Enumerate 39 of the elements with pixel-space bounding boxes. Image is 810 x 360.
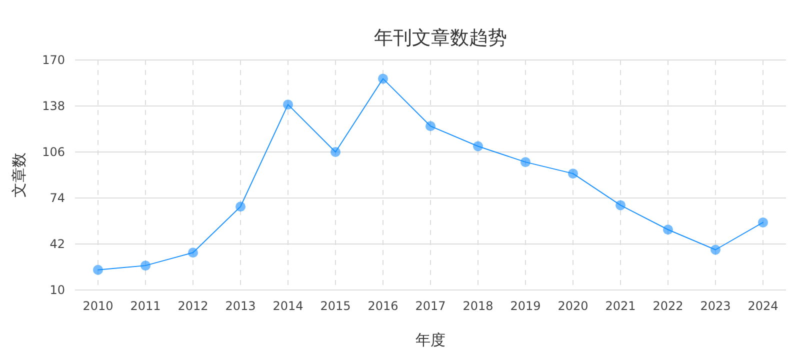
point (140, 260, 150, 271)
x-tick-label: 2013 (225, 299, 256, 313)
point (330, 147, 340, 157)
x-tick-label: 2018 (462, 299, 494, 313)
y-tick-label: 42 (50, 237, 65, 251)
x-tick-label: 2020 (558, 299, 588, 313)
point (378, 74, 388, 84)
x-tick-label: 2012 (178, 299, 208, 313)
x-tick-label: 2010 (82, 299, 114, 313)
point (236, 202, 246, 212)
y-tick-label: 106 (42, 145, 65, 159)
x-axis-title: 年度 (416, 331, 446, 349)
y-tick-label: 138 (42, 99, 65, 113)
point (473, 141, 483, 152)
x-tick-label: 2011 (130, 299, 161, 313)
chart-title: 年刊文章数趋势 (374, 27, 507, 49)
point (568, 168, 578, 179)
x-tick-label: 2019 (510, 299, 541, 313)
y-tick-label: 10 (50, 283, 65, 297)
x-tick-label: 2016 (368, 299, 398, 313)
point (426, 121, 436, 132)
point (93, 264, 103, 275)
x-tick-label: 2021 (605, 299, 636, 313)
x-tick-label: 2022 (652, 299, 684, 313)
x-tick-label: 2015 (320, 299, 351, 313)
x-tick-label: 2017 (415, 299, 446, 313)
point (710, 244, 720, 255)
y-tick-label: 74 (50, 191, 65, 205)
point (758, 217, 768, 228)
x-tick-label: 2023 (700, 299, 731, 313)
y-tick-label: 170 (42, 53, 65, 67)
point (616, 200, 626, 210)
y-axis-title: 文章数 (10, 152, 28, 198)
x-tick-label: 2024 (748, 299, 778, 313)
point (188, 248, 198, 258)
x-tick-label: 2014 (272, 299, 304, 313)
point (520, 157, 530, 168)
point (283, 100, 293, 110)
point (663, 224, 673, 235)
